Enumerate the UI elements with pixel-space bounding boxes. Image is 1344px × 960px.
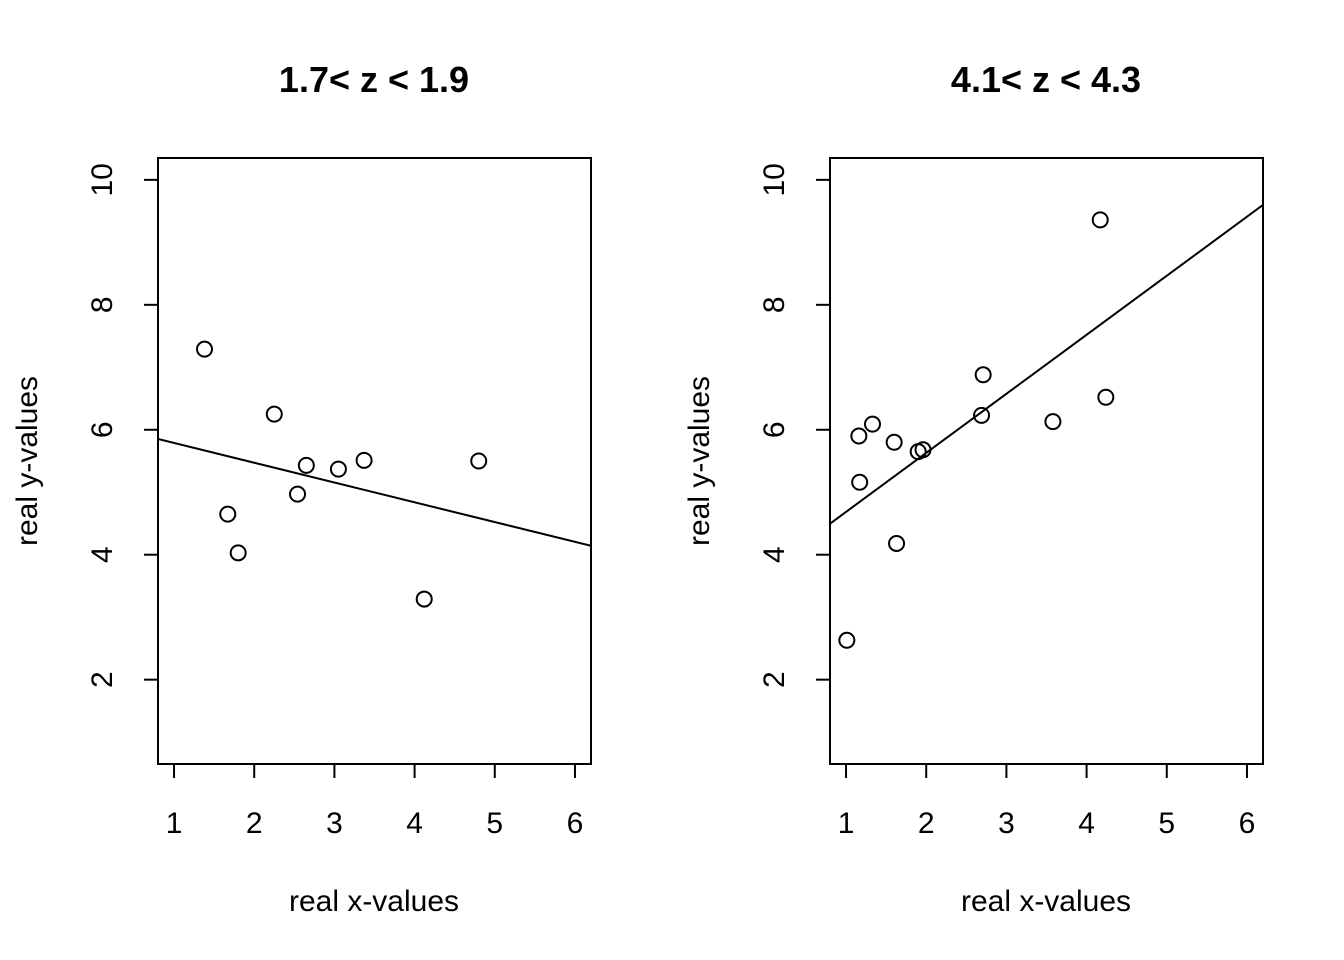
x-tick-label: 1 xyxy=(166,807,183,840)
regression-line xyxy=(830,204,1263,525)
data-point xyxy=(885,433,903,451)
data-point xyxy=(973,406,991,424)
y-tick-label: 8 xyxy=(86,296,119,313)
data-point xyxy=(974,366,992,384)
data-point xyxy=(196,340,214,358)
data-point xyxy=(850,427,868,445)
x-tick-label: 2 xyxy=(246,807,263,840)
data-point xyxy=(219,505,237,523)
data-point xyxy=(229,544,247,562)
plot-area-frame xyxy=(829,157,1264,765)
data-point xyxy=(838,631,856,649)
y-tick-label: 10 xyxy=(86,163,119,196)
data-point xyxy=(888,534,906,552)
y-tick-label: 6 xyxy=(86,421,119,438)
panel-left: 1.7< z < 1.9 real x-values real y-values… xyxy=(11,59,592,918)
data-point xyxy=(863,415,881,433)
chart-title: 4.1< z < 4.3 xyxy=(951,59,1141,100)
data-point xyxy=(1091,211,1109,229)
x-tick-label: 4 xyxy=(406,807,423,840)
x-tick-label: 5 xyxy=(1158,807,1175,840)
chart-title: 1.7< z < 1.9 xyxy=(279,59,469,100)
y-axis-label: real y-values xyxy=(11,376,44,546)
y-tick-label: 4 xyxy=(86,546,119,563)
y-tick-label: 8 xyxy=(758,296,791,313)
panel-right: 4.1< z < 4.3 real x-values real y-values… xyxy=(683,59,1264,918)
x-tick-label: 1 xyxy=(838,807,855,840)
regression-line xyxy=(158,438,591,547)
data-point xyxy=(329,460,347,478)
data-point xyxy=(914,441,932,459)
x-tick-label: 3 xyxy=(326,807,343,840)
x-tick-label: 5 xyxy=(486,807,503,840)
x-tick-label: 6 xyxy=(1239,807,1256,840)
data-point xyxy=(297,456,315,474)
x-tick-label: 3 xyxy=(998,807,1015,840)
y-tick-label: 10 xyxy=(758,163,791,196)
x-tick-label: 2 xyxy=(918,807,935,840)
data-point xyxy=(1097,388,1115,406)
data-point xyxy=(470,452,488,470)
x-axis-label: real x-values xyxy=(289,885,459,918)
y-tick-label: 4 xyxy=(758,546,791,563)
x-tick-label: 4 xyxy=(1078,807,1095,840)
y-tick-label: 6 xyxy=(758,421,791,438)
plot-area-frame xyxy=(157,157,592,765)
x-tick-label: 6 xyxy=(567,807,584,840)
data-point xyxy=(289,485,307,503)
y-tick-label: 2 xyxy=(86,671,119,688)
data-point xyxy=(265,405,283,423)
x-axis-label: real x-values xyxy=(961,885,1131,918)
data-point xyxy=(851,473,869,491)
y-axis-label: real y-values xyxy=(683,376,716,546)
y-tick-label: 2 xyxy=(758,671,791,688)
data-point xyxy=(415,590,433,608)
data-point xyxy=(1044,413,1062,431)
data-point xyxy=(355,451,373,469)
